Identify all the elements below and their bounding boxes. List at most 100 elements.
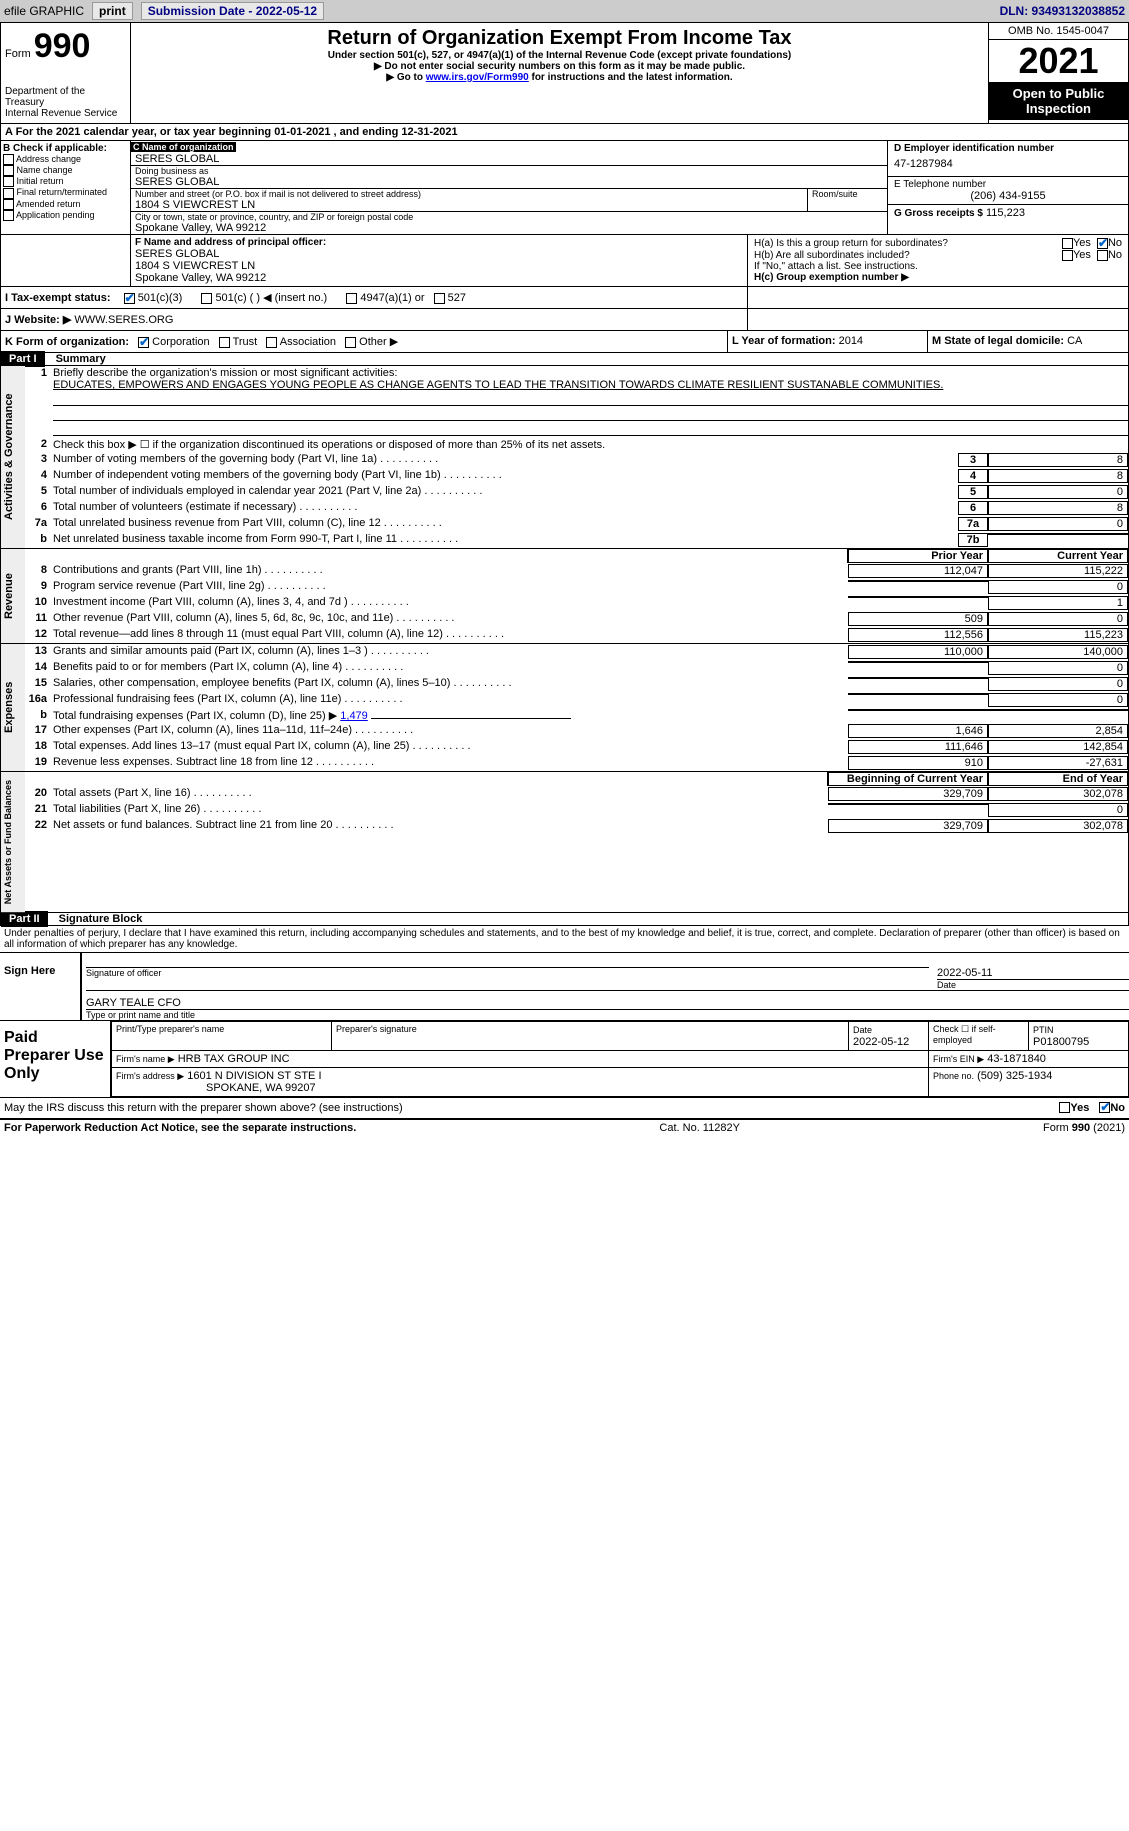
prep-phone: (509) 325-1934: [977, 1070, 1052, 1082]
room-label: Room/suite: [807, 189, 887, 211]
city-label: City or town, state or province, country…: [135, 212, 883, 222]
ha-label: H(a) Is this a group return for subordin…: [754, 238, 1062, 249]
box-f: F Name and address of principal officer:…: [131, 235, 748, 286]
phone-value: (206) 434-9155: [894, 190, 1122, 202]
ha-yes-checkbox[interactable]: [1062, 238, 1073, 249]
other-checkbox[interactable]: [345, 337, 356, 348]
end-year-header: End of Year: [988, 772, 1128, 786]
boxb-checkbox[interactable]: [3, 176, 14, 187]
main-title: Return of Organization Exempt From Incom…: [135, 27, 984, 50]
no-text: No: [1108, 237, 1122, 249]
preparer-table: Print/Type preparer's name Preparer's si…: [111, 1021, 1129, 1097]
501c3-checkbox[interactable]: [124, 293, 135, 304]
part1-label: Part I: [1, 351, 45, 367]
boxb-checkbox[interactable]: [3, 188, 14, 199]
yes-text: Yes: [1073, 237, 1091, 249]
shaded-cell2: [988, 709, 1128, 711]
assoc-checkbox[interactable]: [266, 337, 277, 348]
hb-no-checkbox[interactable]: [1097, 250, 1108, 261]
part1-title: Summary: [48, 353, 106, 365]
period-line: A For the 2021 calendar year, or tax yea…: [0, 124, 1129, 141]
officer-name: SERES GLOBAL: [135, 248, 743, 260]
boxb-checkbox[interactable]: [3, 165, 14, 176]
city-value: Spokane Valley, WA 99212: [135, 222, 883, 234]
opt3: 4947(a)(1) or: [360, 292, 424, 304]
box-g-label: G Gross receipts $: [894, 208, 983, 219]
officer-name-typed: GARY TEALE CFO: [86, 997, 1129, 1009]
expenses-label: Expenses: [1, 644, 25, 771]
line16b-value[interactable]: 1,479: [340, 710, 368, 722]
hb-note: If "No," attach a list. See instructions…: [754, 261, 1122, 272]
hb-yes-checkbox[interactable]: [1062, 250, 1073, 261]
box-i-label: I Tax-exempt status:: [5, 292, 111, 304]
box-f-label: F Name and address of principal officer:: [135, 237, 743, 248]
dept-label: Department of the Treasury: [5, 86, 126, 108]
line2-text: Check this box ▶ ☐ if the organization d…: [53, 438, 1128, 451]
activities-label: Activities & Governance: [1, 366, 25, 548]
officer-addr2: Spokane Valley, WA 99212: [135, 272, 743, 284]
firm-ein: 43-1871840: [987, 1053, 1046, 1065]
box-k: K Form of organization: Corporation Trus…: [1, 331, 728, 352]
tax-year: 2021: [989, 40, 1128, 82]
submission-date: Submission Date - 2022-05-12: [141, 2, 324, 20]
form-number: 990: [34, 27, 91, 65]
state-domicile: CA: [1067, 335, 1082, 347]
declaration-text: Under penalties of perjury, I declare th…: [0, 926, 1129, 953]
prep-name-label: Print/Type preparer's name: [112, 1022, 332, 1051]
527-checkbox[interactable]: [434, 293, 445, 304]
form-label: Form: [5, 48, 31, 60]
line1-label: Briefly describe the organization's miss…: [53, 367, 397, 379]
sig-date-value: 2022-05-11: [937, 967, 1129, 979]
4947-checkbox[interactable]: [346, 293, 357, 304]
boxb-checkbox[interactable]: [3, 210, 14, 221]
trust: Trust: [233, 336, 258, 348]
cat-number: Cat. No. 11282Y: [659, 1122, 740, 1134]
discuss-yes-checkbox[interactable]: [1059, 1102, 1070, 1113]
print-button[interactable]: print: [92, 2, 133, 20]
line16b-label: Total fundraising expenses (Part IX, col…: [53, 710, 337, 722]
current-year-header: Current Year: [988, 549, 1128, 563]
ha-no-checkbox[interactable]: [1097, 238, 1108, 249]
line-2-num: 2: [25, 438, 53, 450]
trust-checkbox[interactable]: [219, 337, 230, 348]
dba-value: SERES GLOBAL: [135, 176, 883, 188]
year-formation: 2014: [839, 335, 863, 347]
form-header: Form 990 Department of the Treasury Inte…: [0, 22, 1129, 124]
begin-year-header: Beginning of Current Year: [828, 772, 988, 786]
website-value: WWW.SERES.ORG: [74, 314, 173, 326]
sign-here-label: Sign Here: [0, 953, 80, 1020]
note2-pre: ▶ Go to: [386, 72, 425, 83]
shaded-cell: [848, 709, 988, 711]
discuss-no-checkbox[interactable]: [1099, 1102, 1110, 1113]
check-self-emp: Check ☐ if self-employed: [929, 1022, 1029, 1051]
subtitle: Under section 501(c), 527, or 4947(a)(1)…: [135, 50, 984, 61]
date-label: Date: [937, 979, 1129, 990]
prior-year-header: Prior Year: [848, 549, 988, 563]
firm-name-label: Firm's name ▶: [116, 1054, 175, 1064]
prep-date-label: Date: [853, 1025, 872, 1035]
box-l-label: L Year of formation:: [732, 335, 836, 347]
mission-text: EDUCATES, EMPOWERS AND ENGAGES YOUNG PEO…: [53, 379, 943, 391]
org-name: SERES GLOBAL: [131, 153, 887, 165]
discuss-no: No: [1110, 1102, 1125, 1114]
irs-label: Internal Revenue Service: [5, 108, 126, 119]
omb-number: OMB No. 1545-0047: [989, 23, 1128, 40]
box-h: H(a) Is this a group return for subordin…: [748, 235, 1128, 286]
boxb-checkbox[interactable]: [3, 154, 14, 165]
boxb-checkbox[interactable]: [3, 199, 14, 210]
opt4: 527: [448, 292, 466, 304]
paid-preparer-label: Paid Preparer Use Only: [0, 1021, 110, 1097]
phone-label: Phone no.: [933, 1071, 974, 1081]
firm-ein-label: Firm's EIN ▶: [933, 1054, 984, 1064]
irs-link[interactable]: www.irs.gov/Form990: [426, 72, 529, 83]
inspection-label: Open to Public Inspection: [989, 82, 1128, 120]
501c-checkbox[interactable]: [201, 293, 212, 304]
note-ssn: ▶ Do not enter social security numbers o…: [135, 61, 984, 72]
typed-label: Type or print name and title: [86, 1009, 1129, 1020]
box-e-label: E Telephone number: [894, 179, 1122, 190]
firm-addr1: 1601 N DIVISION ST STE I: [187, 1070, 321, 1082]
gross-receipts: 115,223: [986, 207, 1025, 219]
corp-checkbox[interactable]: [138, 337, 149, 348]
hb-label: H(b) Are all subordinates included?: [754, 250, 1062, 261]
box-b-label: B Check if applicable:: [3, 143, 128, 154]
